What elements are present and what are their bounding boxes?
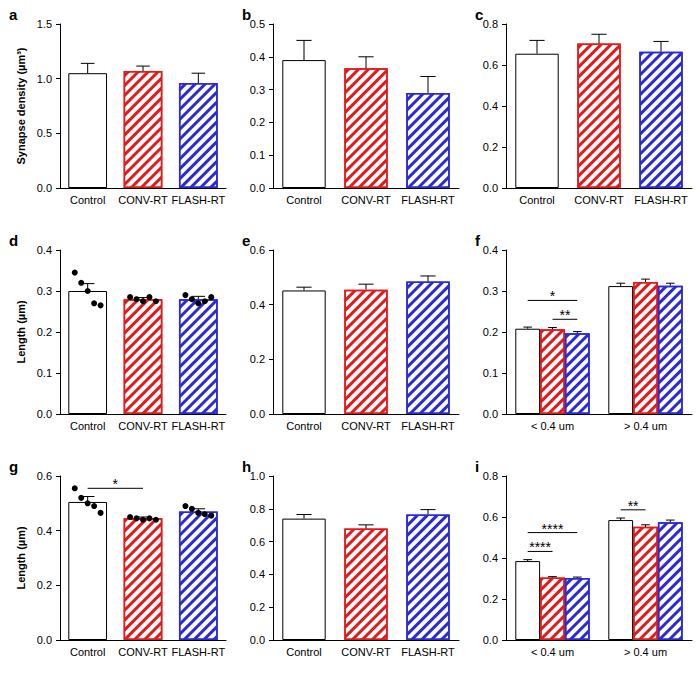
svg-text:Control: Control bbox=[286, 420, 321, 432]
svg-text:< 0.4 um: < 0.4 um bbox=[531, 646, 574, 658]
svg-text:0.6: 0.6 bbox=[250, 244, 265, 256]
svg-text:f: f bbox=[475, 232, 481, 249]
svg-text:Control: Control bbox=[70, 194, 105, 206]
svg-text:Synapse density (µm³): Synapse density (µm³) bbox=[15, 47, 27, 164]
svg-text:0.3: 0.3 bbox=[37, 285, 52, 297]
svg-text:CONV-RT: CONV-RT bbox=[118, 194, 168, 206]
svg-text:FLASH-RT: FLASH-RT bbox=[401, 194, 455, 206]
svg-text:CONV-RT: CONV-RT bbox=[341, 194, 391, 206]
svg-text:*: * bbox=[550, 288, 556, 304]
svg-text:0.8: 0.8 bbox=[483, 470, 498, 482]
svg-text:CONV-RT: CONV-RT bbox=[341, 646, 391, 658]
svg-text:0.1: 0.1 bbox=[37, 367, 52, 379]
svg-text:1.0: 1.0 bbox=[37, 73, 52, 85]
svg-text:FLASH-RT: FLASH-RT bbox=[401, 646, 455, 658]
svg-text:0.2: 0.2 bbox=[250, 601, 265, 613]
svg-text:i: i bbox=[475, 458, 479, 475]
svg-text:a: a bbox=[9, 6, 18, 23]
svg-text:d: d bbox=[9, 232, 18, 249]
svg-text:Control: Control bbox=[286, 194, 321, 206]
svg-text:FLASH-RT: FLASH-RT bbox=[172, 646, 226, 658]
svg-text:h: h bbox=[242, 458, 251, 475]
svg-text:1.5: 1.5 bbox=[37, 18, 52, 30]
svg-text:CONV-RT: CONV-RT bbox=[341, 420, 391, 432]
svg-text:c: c bbox=[475, 6, 483, 23]
svg-text:0.1: 0.1 bbox=[483, 367, 498, 379]
svg-text:e: e bbox=[242, 232, 250, 249]
svg-text:0.0: 0.0 bbox=[37, 182, 52, 194]
svg-text:0.4: 0.4 bbox=[37, 525, 52, 537]
svg-text:0.6: 0.6 bbox=[483, 59, 498, 71]
svg-text:CONV-RT: CONV-RT bbox=[574, 194, 624, 206]
svg-text:0.4: 0.4 bbox=[250, 51, 265, 63]
svg-text:0.4: 0.4 bbox=[483, 552, 498, 564]
svg-text:0.4: 0.4 bbox=[37, 244, 52, 256]
svg-text:0.3: 0.3 bbox=[483, 285, 498, 297]
svg-text:FLASH-RT: FLASH-RT bbox=[172, 420, 226, 432]
svg-text:0.3: 0.3 bbox=[250, 84, 265, 96]
svg-text:CONV-RT: CONV-RT bbox=[118, 420, 168, 432]
svg-text:0.0: 0.0 bbox=[250, 408, 265, 420]
svg-text:FLASH-RT: FLASH-RT bbox=[172, 194, 226, 206]
svg-text:0.1: 0.1 bbox=[250, 149, 265, 161]
svg-text:Length (µm): Length (µm) bbox=[15, 300, 27, 363]
svg-text:*: * bbox=[113, 476, 119, 492]
svg-text:0.2: 0.2 bbox=[483, 326, 498, 338]
svg-text:0.5: 0.5 bbox=[250, 18, 265, 30]
svg-text:0.4: 0.4 bbox=[483, 244, 498, 256]
svg-text:0.0: 0.0 bbox=[37, 408, 52, 420]
svg-text:****: **** bbox=[542, 521, 564, 537]
svg-text:0.4: 0.4 bbox=[250, 299, 265, 311]
svg-text:0.4: 0.4 bbox=[250, 568, 265, 580]
svg-text:g: g bbox=[9, 458, 18, 475]
svg-text:CONV-RT: CONV-RT bbox=[118, 646, 168, 658]
svg-text:0.2: 0.2 bbox=[483, 141, 498, 153]
svg-text:b: b bbox=[242, 6, 251, 23]
svg-text:0.2: 0.2 bbox=[483, 593, 498, 605]
svg-text:0.6: 0.6 bbox=[250, 536, 265, 548]
svg-text:0.4: 0.4 bbox=[483, 100, 498, 112]
svg-text:0.0: 0.0 bbox=[483, 182, 498, 194]
svg-text:****: **** bbox=[529, 539, 551, 555]
svg-text:0.2: 0.2 bbox=[37, 326, 52, 338]
svg-text:0.8: 0.8 bbox=[483, 18, 498, 30]
svg-text:1.0: 1.0 bbox=[250, 470, 265, 482]
svg-text:FLASH-RT: FLASH-RT bbox=[401, 420, 455, 432]
svg-text:0.0: 0.0 bbox=[250, 634, 265, 646]
svg-text:0.2: 0.2 bbox=[37, 579, 52, 591]
svg-text:Control: Control bbox=[70, 420, 105, 432]
svg-text:> 0.4 um: > 0.4 um bbox=[624, 646, 667, 658]
svg-text:0.2: 0.2 bbox=[250, 116, 265, 128]
svg-text:FLASH-RT: FLASH-RT bbox=[634, 194, 688, 206]
svg-text:0.6: 0.6 bbox=[37, 470, 52, 482]
svg-text:0.6: 0.6 bbox=[483, 511, 498, 523]
svg-text:0.8: 0.8 bbox=[250, 503, 265, 515]
svg-text:0.0: 0.0 bbox=[250, 182, 265, 194]
svg-text:Length (µm): Length (µm) bbox=[15, 526, 27, 589]
svg-text:0.2: 0.2 bbox=[250, 353, 265, 365]
svg-text:0.5: 0.5 bbox=[37, 127, 52, 139]
svg-text:**: ** bbox=[628, 498, 639, 514]
svg-text:Control: Control bbox=[286, 646, 321, 658]
svg-text:0.0: 0.0 bbox=[37, 634, 52, 646]
svg-text:> 0.4 um: > 0.4 um bbox=[624, 420, 667, 432]
svg-text:0.0: 0.0 bbox=[483, 634, 498, 646]
svg-text:**: ** bbox=[559, 307, 570, 323]
svg-text:Control: Control bbox=[519, 194, 554, 206]
svg-text:0.0: 0.0 bbox=[483, 408, 498, 420]
svg-text:Control: Control bbox=[70, 646, 105, 658]
svg-text:< 0.4 um: < 0.4 um bbox=[531, 420, 574, 432]
